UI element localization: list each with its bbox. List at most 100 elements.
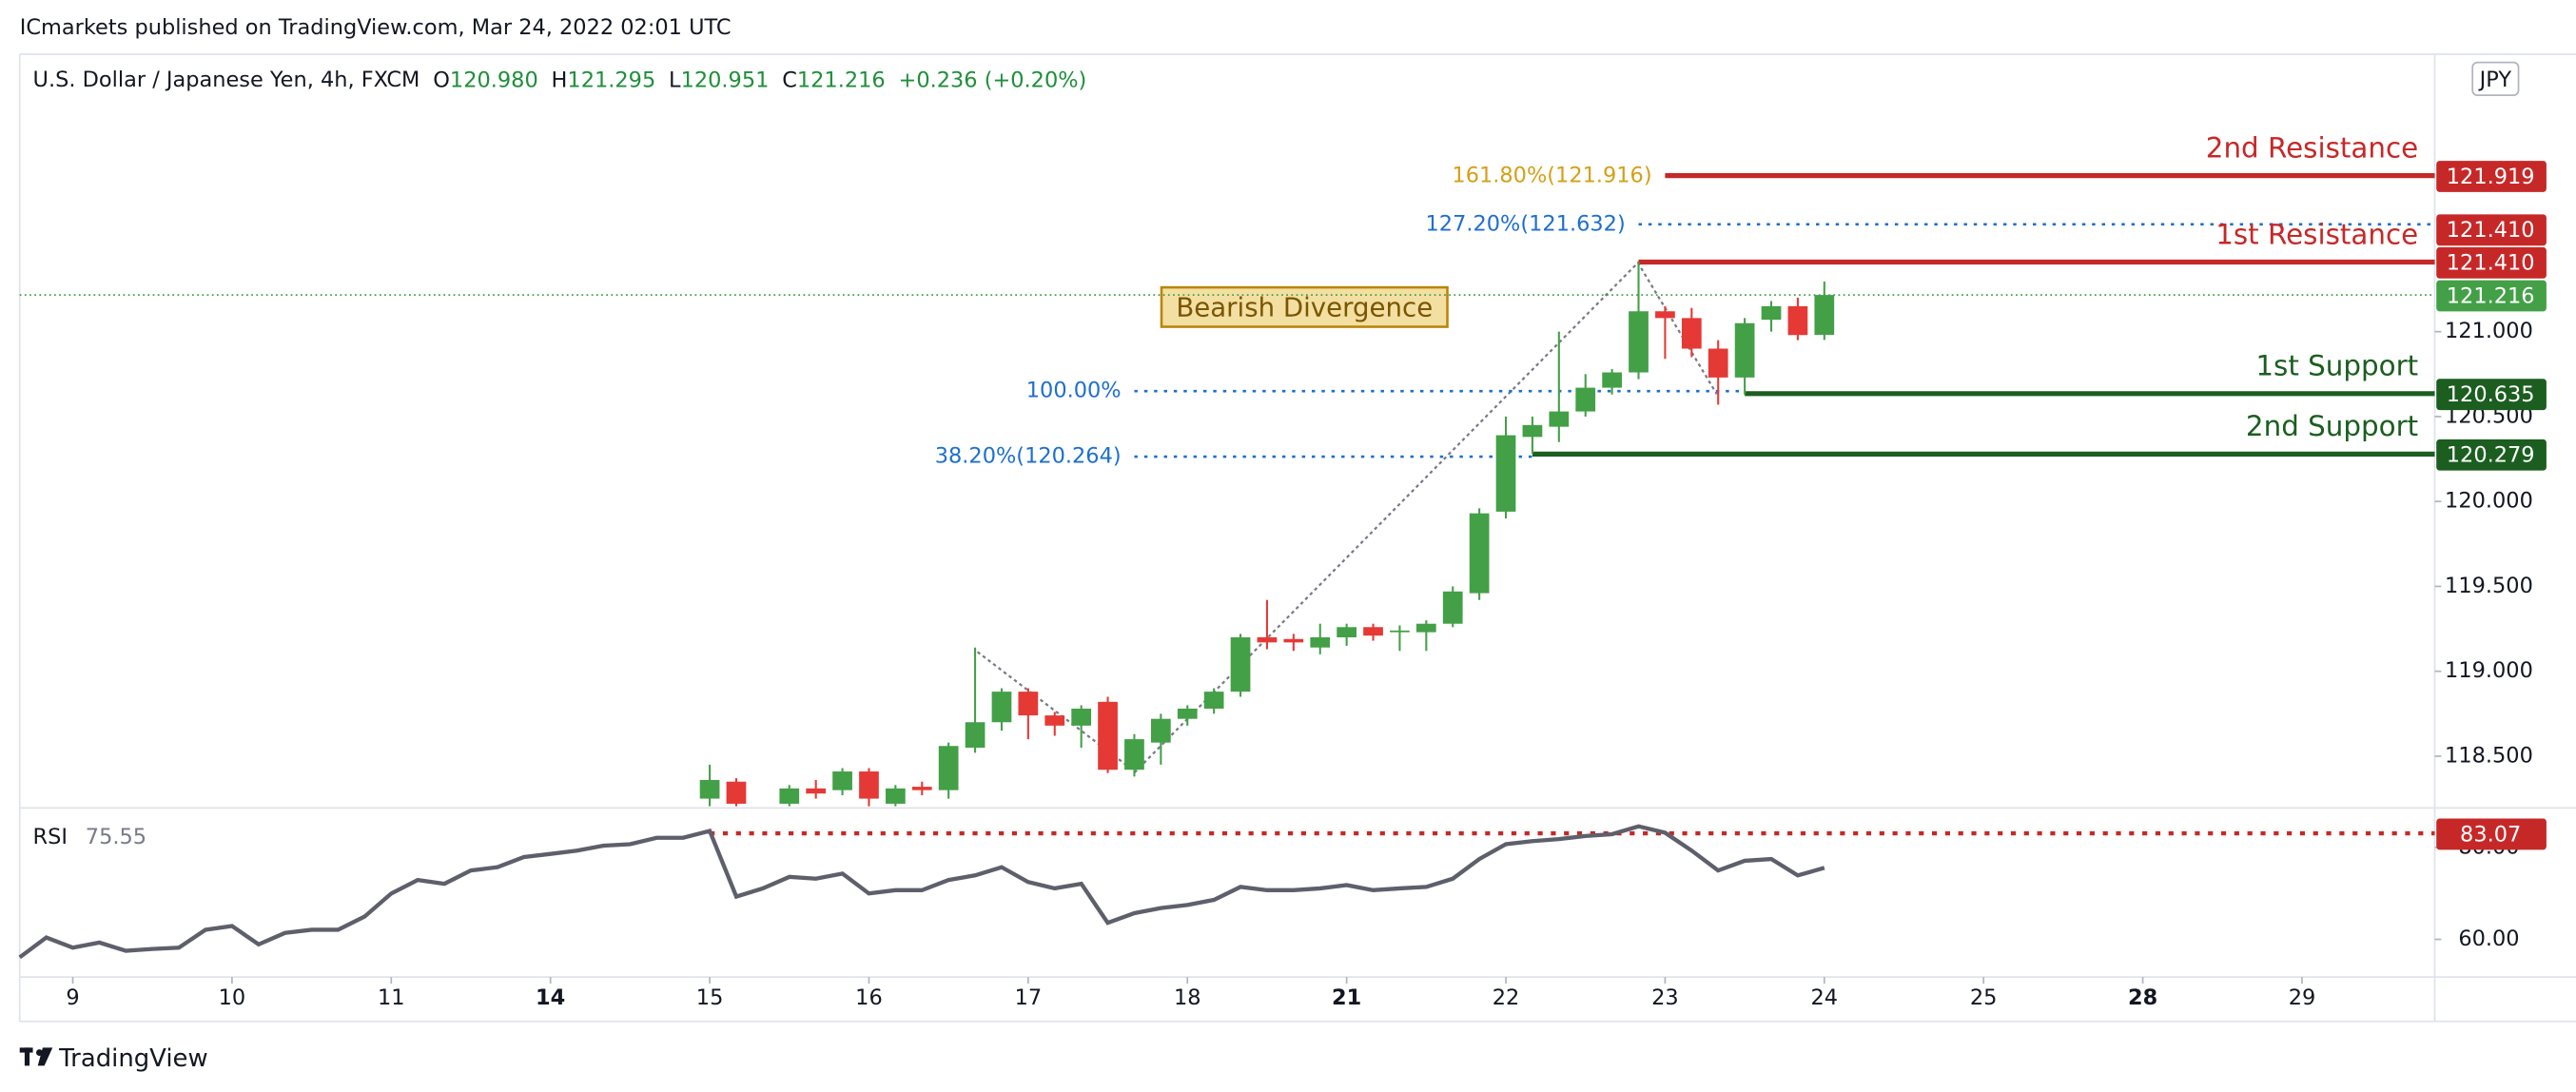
candle-body — [1363, 627, 1383, 636]
price-tag-label: 121.216 — [2447, 283, 2535, 308]
candle-body — [1655, 311, 1675, 319]
x-tick-label: 14 — [536, 985, 565, 1010]
candle-body — [1734, 322, 1755, 378]
fib-label: 161.80%(121.916) — [1452, 164, 1651, 188]
candle-body — [1230, 636, 1251, 692]
ohlc-value: 120.980 — [450, 68, 538, 92]
candle-body — [1415, 623, 1436, 633]
fib-label: 38.20%(120.264) — [935, 444, 1122, 469]
rsi-level-label: 83.07 — [2460, 822, 2521, 847]
logo — [19, 1047, 53, 1066]
rsi-level-tag — [2436, 818, 2547, 850]
candle-body — [1629, 311, 1649, 373]
candle-body — [911, 787, 932, 790]
currency-box — [2471, 61, 2520, 96]
fib-label: 100.00% — [1026, 379, 1122, 403]
y-tick-label: 119.000 — [2445, 658, 2533, 683]
ohlc-key: L — [669, 68, 681, 92]
candle-body — [1549, 411, 1570, 427]
currency: JPY — [2478, 68, 2512, 92]
price-tag-label: 121.410 — [2447, 218, 2535, 243]
candle-body — [965, 722, 986, 749]
ohlc-value: 120.951 — [681, 68, 770, 92]
x-tick-label: 24 — [1811, 985, 1839, 1010]
ohlc-value: 121.216 — [797, 68, 886, 92]
rsi-name: RSI — [33, 825, 68, 849]
x-tick-label: 10 — [219, 985, 246, 1010]
fib-drawing — [976, 261, 1718, 773]
x-tick-label: 22 — [1493, 985, 1520, 1010]
price-tag — [2436, 161, 2547, 192]
annotation: Bearish Divergence — [1176, 292, 1433, 323]
candle-body — [1761, 305, 1782, 321]
rsi-line — [18, 824, 1825, 960]
level-name: 2nd Resistance — [2206, 131, 2418, 164]
ohlc-value: 121.295 — [567, 68, 655, 92]
candle-body — [1442, 591, 1463, 624]
y-tick-label: 120.000 — [2445, 489, 2533, 514]
candle-body — [1469, 513, 1490, 594]
candle-body — [1257, 636, 1278, 643]
candles — [699, 262, 1835, 807]
candle-body — [1071, 708, 1092, 726]
price-tag — [2436, 379, 2547, 411]
candle-body — [1018, 692, 1039, 716]
x-tick-label: 28 — [2128, 985, 2157, 1010]
price-tag — [2436, 214, 2547, 246]
frame — [18, 53, 2576, 1023]
x-tick-label: 17 — [1015, 985, 1043, 1010]
fib-label: 127.20%(121.632) — [1426, 211, 1626, 236]
candle-body — [1787, 305, 1808, 336]
price-tag-label: 120.279 — [2447, 443, 2535, 468]
price-tag — [2436, 246, 2547, 279]
candle-body — [1310, 636, 1331, 648]
candle-body — [886, 788, 906, 804]
y-tick-label: 118.500 — [2445, 743, 2533, 768]
candle-body — [1575, 387, 1596, 412]
ohlc-key: C — [782, 68, 797, 92]
x-tick-label: 21 — [1332, 985, 1361, 1010]
candle-body — [832, 771, 852, 790]
candle-body — [1522, 424, 1543, 438]
x-tick-label: 18 — [1174, 985, 1201, 1010]
candle-body — [938, 746, 959, 790]
candle-body — [1098, 701, 1118, 770]
x-tick-label: 25 — [1970, 985, 1998, 1010]
price-tag-label: 121.410 — [2447, 251, 2535, 276]
candle-body — [1283, 638, 1304, 643]
price-tag — [2436, 439, 2547, 471]
x-tick-label: 29 — [2289, 985, 2316, 1010]
level-name: 1st Support — [2255, 350, 2418, 382]
level-name: 1st Resistance — [2215, 218, 2418, 250]
candle-body — [1814, 295, 1835, 336]
x-tick-label: 23 — [1651, 985, 1679, 1010]
price-tag-label: 120.635 — [2447, 382, 2535, 407]
price-tag-label: 121.919 — [2447, 165, 2535, 189]
ohlc-key: H — [552, 68, 568, 92]
x-tick-label: 15 — [696, 985, 724, 1010]
x-tick-label: 11 — [378, 985, 405, 1010]
candle-body — [1495, 435, 1516, 512]
candle-body — [1337, 627, 1357, 637]
candle-body — [1681, 318, 1702, 349]
footer-brand: TradingView — [58, 1044, 207, 1073]
candle-body — [1390, 630, 1410, 633]
candle-body — [1602, 372, 1622, 388]
candle-body — [806, 788, 827, 794]
level-name: 2nd Support — [2246, 410, 2418, 442]
y-tick-label: 121.000 — [2445, 319, 2533, 343]
candle-body — [1203, 692, 1224, 709]
chart-title: U.S. Dollar / Japanese Yen, 4h, FXCM — [33, 68, 420, 92]
candle-body — [779, 788, 800, 804]
candle-body — [859, 771, 879, 799]
change: +0.236 (+0.20%) — [899, 68, 1087, 92]
candle-body — [1150, 718, 1171, 743]
y-tick-label: 119.500 — [2445, 574, 2533, 598]
x-tick-label: 16 — [855, 985, 883, 1010]
rsi-tick-label: 60.00 — [2458, 926, 2519, 951]
candle-body — [1044, 715, 1065, 726]
candle-body — [991, 692, 1012, 723]
candle-body — [1124, 739, 1144, 770]
ohlc-header: O120.980 H121.295 L120.951 C121.216 +0.236 (… — [433, 68, 1086, 92]
